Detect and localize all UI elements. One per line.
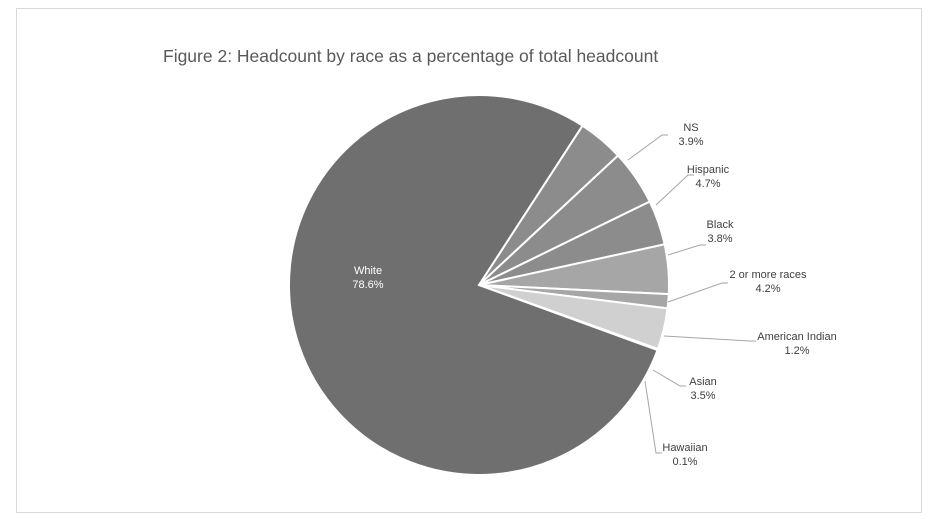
slice-value-hispanic: 4.7% [695, 178, 720, 190]
chart-title: Figure 2: Headcount by race as a percent… [163, 46, 659, 66]
pie-slice-white [288, 94, 659, 476]
slice-label-ns: NS [683, 122, 698, 134]
slice-value-american-indian: 1.2% [784, 345, 809, 357]
leader-line-black [667, 244, 706, 256]
slice-value-asian: 3.5% [690, 390, 715, 402]
slice-value-white: 78.6% [352, 279, 383, 291]
leader-line-ns [627, 134, 668, 161]
slice-label-american-indian: American Indian [757, 331, 837, 343]
leader-line-hawaiian [644, 380, 662, 454]
slice-label-2-or-more-races: 2 or more races [729, 269, 807, 281]
slice-label-white: White [354, 265, 382, 277]
slice-value-2-or-more-races: 4.2% [755, 283, 780, 295]
leader-lines [627, 134, 756, 454]
slice-label-hawaiian: Hawaiian [662, 442, 707, 454]
leader-line-hispanic [655, 174, 694, 206]
slice-value-ns: 3.9% [678, 136, 703, 148]
slice-label-black: Black [707, 219, 734, 231]
leader-line-asian [652, 369, 686, 387]
leader-line-american-indian [663, 335, 756, 342]
slice-value-hawaiian: 0.1% [672, 456, 697, 468]
slice-labels: NS 3.9% Hispanic 4.7% Black 3.8% 2 or more rac… [352, 122, 836, 468]
pie-slices [288, 94, 670, 476]
slice-value-black: 3.8% [707, 233, 732, 245]
leader-line-2-or-more-races [667, 282, 728, 303]
slice-label-hispanic: Hispanic [687, 164, 730, 176]
slice-label-asian: Asian [689, 376, 717, 388]
